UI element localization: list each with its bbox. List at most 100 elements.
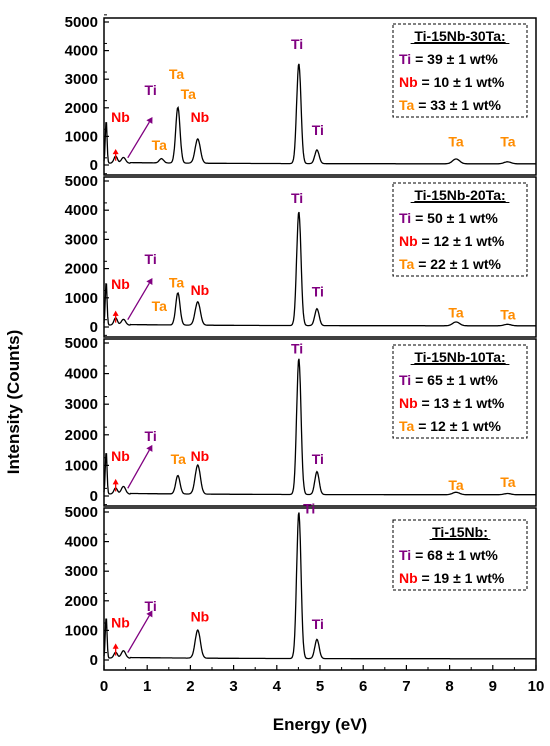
y-tick-label: 0	[90, 488, 98, 505]
y-tick-label: 2000	[65, 261, 98, 278]
x-tick-label: 5	[316, 678, 324, 695]
x-axis: 0 1 2 3 4 5 6 7 8 9 10	[100, 665, 545, 695]
y-tick-label: 3000	[65, 396, 98, 413]
peak-label-ta: Ta	[500, 474, 516, 490]
peak-label-ti: Ti	[312, 122, 324, 138]
peak-label-ti: Ti	[145, 428, 157, 444]
composition-line-ti: Ti = 50 ± 1 wt%	[399, 210, 498, 226]
peak-label-nb: Nb	[111, 276, 130, 292]
x-tick-label: 4	[273, 678, 282, 695]
panel-frame	[103, 176, 537, 338]
y-tick-label: 1000	[65, 290, 98, 307]
y-tick-label: 3000	[65, 563, 98, 580]
peak-label-ti: Ti	[303, 500, 315, 516]
y-tick-label: 1000	[65, 128, 98, 145]
y-axis-title: Intensity (Counts)	[4, 330, 23, 475]
y-tick-label: 5000	[65, 173, 98, 190]
panel-frame	[103, 17, 537, 176]
composition-line-ti: Ti = 68 ± 1 wt%	[399, 547, 498, 563]
ti-arrowhead	[146, 444, 153, 452]
peak-label-ta: Ta	[500, 307, 516, 323]
composition-box	[392, 519, 528, 591]
peak-label-ta: Ta	[171, 451, 187, 467]
spectrum-line-ti-15nb	[103, 512, 536, 660]
peak-label-ta: Ta	[448, 305, 464, 321]
composition-title: Ti-15Nb-30Ta:	[414, 28, 505, 44]
y-tick-label: 0	[90, 319, 98, 336]
peak-label-nb: Nb	[111, 109, 130, 125]
x-tick-label: 10	[528, 678, 545, 695]
composition-title: Ti-15Nb-10Ta:	[414, 349, 505, 365]
panel-ti-15nb-30ta: 0 1000 2000 3000 4000 5000 Nb Ti Ta Ta Ta Nb Ti Ti Ta T…	[65, 14, 537, 176]
composition-title: Ti-15Nb:	[432, 524, 488, 540]
spectrum-line-ti-15nb-10ta	[103, 358, 536, 496]
y-tick-label: 2000	[65, 427, 98, 444]
y-tick-label: 4000	[65, 366, 98, 383]
nb-arrowhead	[112, 148, 119, 155]
peak-label-ti: Ti	[291, 190, 303, 206]
x-axis-title: Energy (eV)	[273, 715, 367, 734]
y-tick-label: 5000	[65, 14, 98, 31]
composition-line-ta: Ta = 22 ± 1 wt%	[399, 256, 502, 272]
nb-arrowhead	[112, 478, 119, 485]
y-tick-label: 4000	[65, 43, 98, 60]
composition-line-nb: Nb = 12 ± 1 wt%	[399, 233, 505, 249]
nb-arrowhead	[112, 310, 119, 316]
y-tick-label: 4000	[65, 534, 98, 551]
peak-label-nb: Nb	[191, 448, 210, 464]
spectrum-line-ti-15nb-30ta	[103, 63, 536, 165]
peak-label-ti: Ti	[312, 616, 324, 632]
y-tick-label: 3000	[65, 231, 98, 248]
y-tick-label: 2000	[65, 593, 98, 610]
ti-arrowhead	[146, 610, 153, 618]
ti-arrow	[127, 615, 150, 653]
x-tick-label: 1	[143, 678, 151, 695]
composition-box	[392, 23, 528, 118]
peak-label-nb: Nb	[111, 614, 130, 630]
x-tick-label: 8	[445, 678, 453, 695]
composition-line-ti: Ti = 39 ± 1 wt%	[399, 51, 498, 67]
composition-title: Ti-15Nb-20Ta:	[414, 187, 505, 203]
ti-arrow	[127, 449, 150, 489]
x-tick-label: 7	[402, 678, 410, 695]
peak-label-ti: Ti	[145, 82, 157, 98]
y-tick-label: 5000	[65, 335, 98, 352]
peak-label-ta: Ta	[448, 477, 464, 493]
peak-label-ti: Ti	[312, 451, 324, 467]
nb-arrowhead	[112, 643, 119, 649]
y-tick-label: 2000	[65, 100, 98, 117]
peak-label-nb: Nb	[111, 448, 130, 464]
peak-label-ti: Ti	[145, 598, 157, 614]
composition-box	[392, 344, 528, 439]
panel-ti-15nb: 0 1000 2000 3000 4000 5000 Nb Ti Nb Ti Ti Ti-15Nb: T…	[65, 500, 537, 671]
y-tick-label: 0	[90, 652, 98, 669]
x-tick-label: 0	[100, 678, 108, 695]
peak-label-ti: Ti	[291, 341, 303, 357]
composition-line-nb: Nb = 19 ± 1 wt%	[399, 570, 505, 586]
ti-arrow	[127, 121, 150, 159]
x-tick-label: 3	[229, 678, 237, 695]
spectrum-line-ti-15nb-20ta	[103, 211, 536, 327]
peak-label-ta: Ta	[500, 133, 516, 149]
composition-line-ti: Ti = 65 ± 1 wt%	[399, 372, 498, 388]
ti-arrowhead	[146, 116, 153, 124]
peak-label-ta: Ta	[152, 137, 168, 153]
x-tick-label: 9	[489, 678, 497, 695]
peak-label-nb: Nb	[191, 282, 210, 298]
panel-frame	[103, 338, 537, 507]
composition-line-nb: Nb = 13 ± 1 wt%	[399, 395, 505, 411]
composition-line-ta: Ta = 33 ± 1 wt%	[399, 97, 502, 113]
peak-label-ta: Ta	[152, 298, 168, 314]
peak-label-nb: Nb	[191, 109, 210, 125]
peak-label-ta: Ta	[169, 275, 185, 291]
y-tick-label: 1000	[65, 457, 98, 474]
peak-label-ti: Ti	[312, 283, 324, 299]
peak-label-ti: Ti	[291, 36, 303, 52]
x-tick-label: 6	[359, 678, 367, 695]
peak-label-ta: Ta	[169, 66, 185, 82]
x-tick-label: 2	[186, 678, 194, 695]
